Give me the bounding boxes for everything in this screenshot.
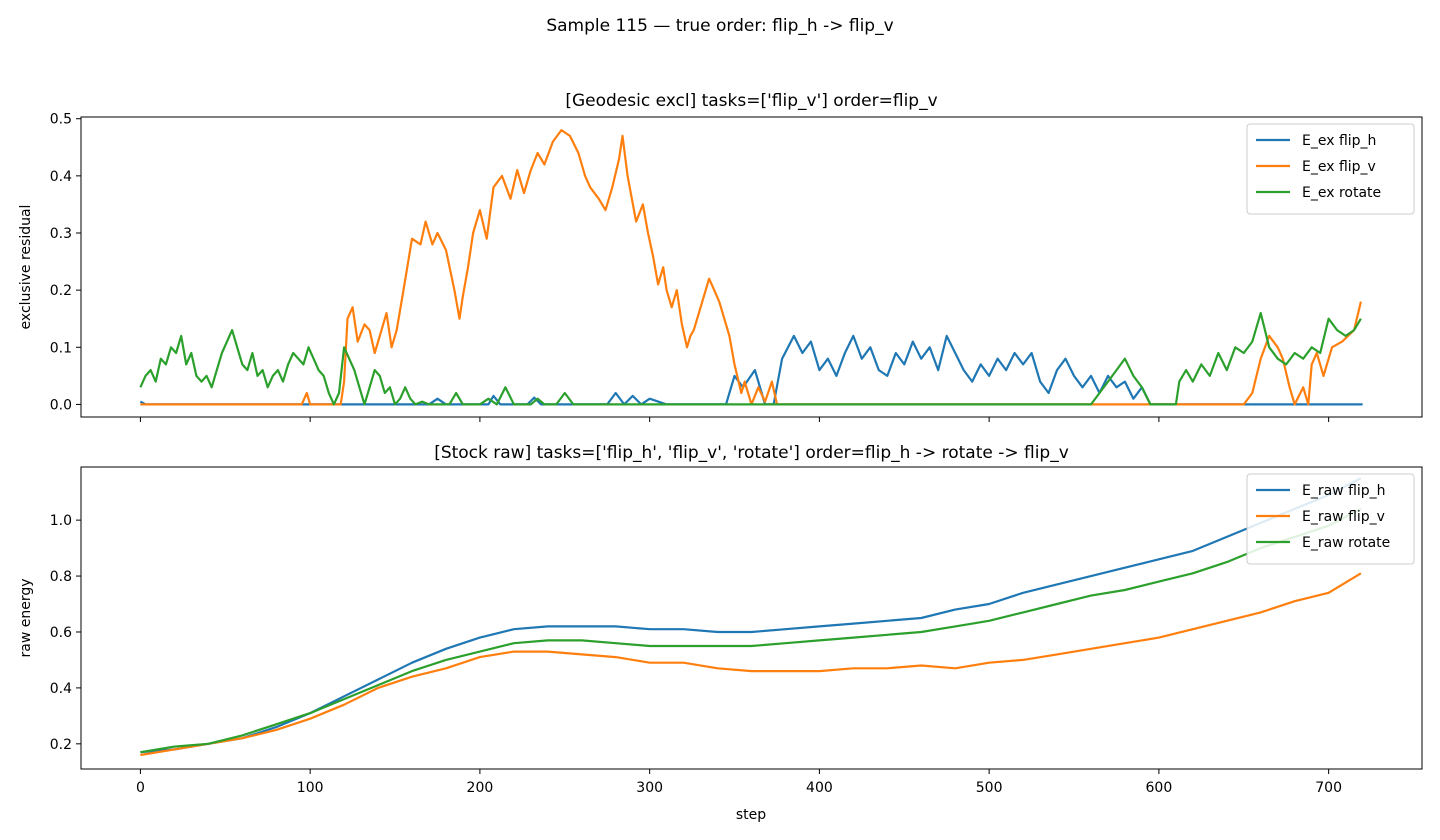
figure-suptitle: Sample 115 — true order: flip_h -> flip_… <box>546 16 893 36</box>
y-tick-label: 0.4 <box>50 681 72 697</box>
legend-label: E_ex flip_h <box>1302 133 1376 149</box>
legend: E_raw flip_h E_raw flip_v E_raw rotate <box>1246 473 1415 565</box>
legend-label: E_raw flip_v <box>1302 509 1385 525</box>
y-tick-label: 1.0 <box>50 513 72 529</box>
y-tick-label: 0.1 <box>50 340 72 356</box>
y-tick-label: 0.2 <box>50 283 72 299</box>
series-line <box>140 507 1362 754</box>
x-tick-label: 700 <box>1315 780 1342 796</box>
y-tick-label: 0.6 <box>50 625 72 641</box>
y-axis-label: raw energy <box>18 578 34 657</box>
legend-label: E_ex flip_v <box>1302 159 1376 175</box>
y-tick-label: 0.3 <box>50 226 72 242</box>
panel-geodesic-excl: [Geodesic excl] tasks=['flip_v'] order=f… <box>18 91 1423 422</box>
x-tick-label: 400 <box>806 780 833 796</box>
series-line <box>140 572 1362 757</box>
panel-stock-raw: [Stock raw] tasks=['flip_h', 'flip_v', '… <box>18 443 1423 796</box>
series-line <box>139 334 1363 406</box>
x-tick-label: 100 <box>297 780 324 796</box>
y-axis-label: exclusive residual <box>18 205 34 330</box>
plot-frame <box>80 116 1423 418</box>
y-tick-label: 0.8 <box>50 569 72 585</box>
panel-title: [Stock raw] tasks=['flip_h', 'flip_v', '… <box>434 443 1069 463</box>
series-line <box>140 477 1362 754</box>
x-axis-label: step <box>736 807 766 823</box>
legend-label: E_raw rotate <box>1302 535 1390 551</box>
x-tick-label: 600 <box>1146 780 1173 796</box>
y-tick-label: 0.2 <box>50 737 72 753</box>
y-tick-label: 0.0 <box>50 397 72 413</box>
legend-label: E_raw flip_h <box>1302 483 1386 499</box>
y-tick-label: 0.5 <box>50 112 72 128</box>
plot-frame <box>80 466 1423 770</box>
x-tick-label: 500 <box>976 780 1003 796</box>
panel-title: [Geodesic excl] tasks=['flip_v'] order=f… <box>565 91 937 111</box>
x-tick-label: 200 <box>467 780 494 796</box>
legend-label: E_ex rotate <box>1302 185 1381 201</box>
x-tick-label: 300 <box>636 780 663 796</box>
series-line <box>139 311 1362 406</box>
y-tick-label: 0.4 <box>50 169 72 185</box>
series-line <box>140 129 1362 406</box>
legend: E_ex flip_h E_ex flip_v E_ex rotate <box>1246 123 1415 215</box>
x-tick-label: 0 <box>136 780 145 796</box>
